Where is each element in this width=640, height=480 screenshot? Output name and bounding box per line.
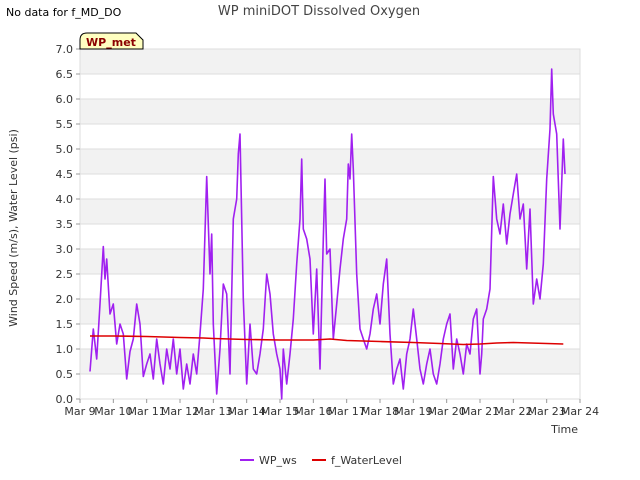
x-axis-label: Time (550, 423, 578, 436)
y-tick-label: 6.5 (56, 68, 74, 81)
y-tick-label: 1.5 (56, 318, 74, 331)
plot-band (80, 49, 580, 74)
y-tick-label: 0.0 (56, 393, 74, 406)
y-axis: 0.0 0.5 1.0 1.5 2.0 2.5 3.0 3.5 4.0 4.5 5.0 5.5 6.0 6… (56, 43, 80, 406)
y-tick-label: 3.0 (56, 243, 74, 256)
badge-label: WP_met (86, 36, 136, 49)
x-tick-label: Mar 13 (194, 405, 232, 418)
y-tick-label: 2.5 (56, 268, 74, 281)
plot-band (80, 149, 580, 174)
x-tick-label: Mar 18 (361, 405, 399, 418)
y-tick-label: 4.5 (56, 168, 74, 181)
x-tick-label: Mar 10 (94, 405, 132, 418)
y-tick-label: 3.5 (56, 218, 74, 231)
y-tick-label: 5.0 (56, 143, 74, 156)
y-tick-label: 7.0 (56, 43, 74, 56)
series-line-f-waterlevel (90, 335, 564, 346)
chart-title: WP miniDOT Dissolved Oxygen (218, 4, 420, 19)
x-tick-label: Mar 17 (328, 405, 366, 418)
y-tick-label: 6.0 (56, 93, 74, 106)
no-data-message: No data for f_MD_DO (6, 6, 122, 19)
x-tick-label: Mar 19 (394, 405, 432, 418)
plot-band (80, 99, 580, 124)
y-tick-label: 4.0 (56, 193, 74, 206)
x-tick-label: Mar 14 (228, 405, 266, 418)
x-tick-label: Mar 15 (261, 405, 299, 418)
y-tick-label: 5.5 (56, 118, 74, 131)
x-tick-label: Mar 20 (428, 405, 466, 418)
x-tick-label: Mar 23 (528, 405, 566, 418)
legend-label-f-waterlevel: f_WaterLevel (331, 454, 402, 467)
y-tick-label: 1.0 (56, 343, 74, 356)
y-tick-label: 2.0 (56, 293, 74, 306)
x-tick-label: Mar 16 (294, 405, 332, 418)
plot-band (80, 349, 580, 374)
wp-met-badge[interactable]: WP_met (79, 32, 144, 50)
y-axis-label: Wind Speed (m/s), Water Level (psi) (7, 129, 20, 327)
x-tick-label: Mar 24 (561, 405, 599, 418)
series-line-wp-ws (89, 68, 566, 400)
legend: WP_ws f_WaterLevel (240, 454, 402, 467)
y-tick-label: 0.5 (56, 368, 74, 381)
x-tick-label: Mar 22 (494, 405, 532, 418)
x-tick-label: Mar 9 (64, 405, 95, 418)
x-tick-label: Mar 21 (461, 405, 499, 418)
plot-band (80, 299, 580, 324)
series-lines (89, 68, 566, 400)
legend-label-wp-ws: WP_ws (259, 454, 297, 467)
plot-bands (80, 49, 580, 374)
badge-shape (79, 32, 144, 50)
x-tick-label: Mar 12 (161, 405, 199, 418)
x-tick-label: Mar 11 (128, 405, 166, 418)
